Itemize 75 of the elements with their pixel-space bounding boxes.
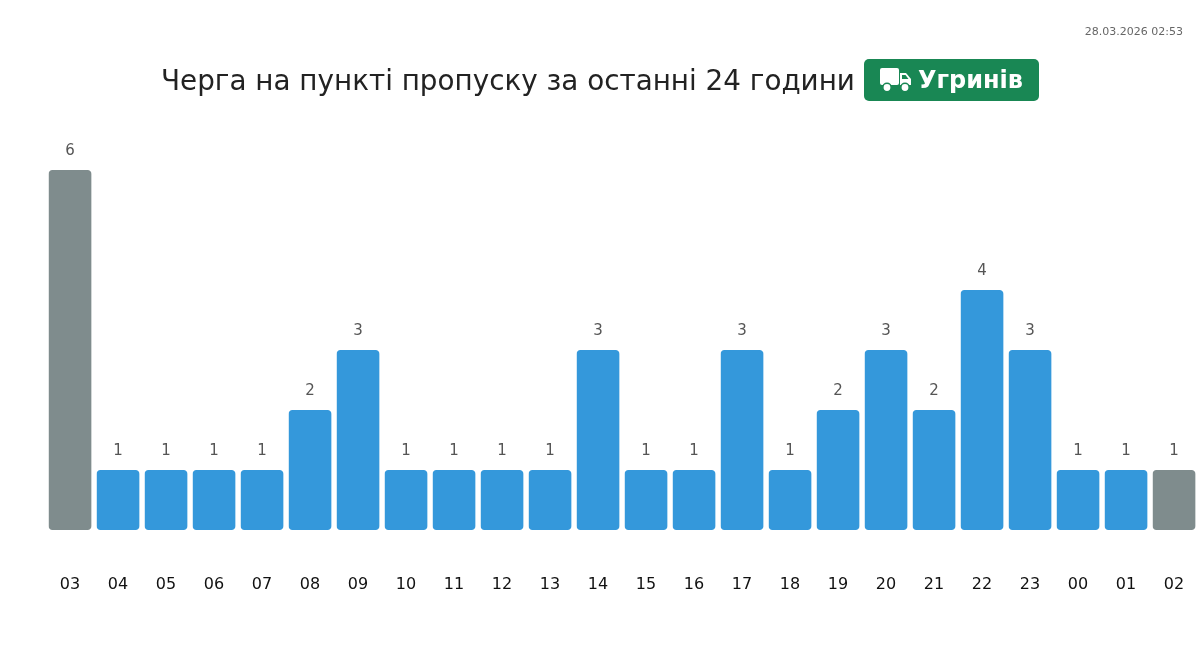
x-tick-label: 13 [539,573,561,593]
bar [192,470,236,530]
x-tick-label: 10 [395,573,417,593]
x-tick-label: 02 [1163,573,1185,593]
bar [1104,470,1148,530]
bar [96,470,140,530]
data-label: 3 [881,321,891,339]
x-tick-label: 14 [587,573,609,593]
x-tick-label: 17 [731,573,753,593]
bar [288,410,332,530]
x-tick-label: 15 [635,573,657,593]
bar [1152,470,1196,530]
bar [768,470,812,530]
bar [1056,470,1100,530]
x-tick-label: 11 [443,573,465,593]
bar [1008,350,1052,530]
bar [336,350,380,530]
x-tick-label: 16 [683,573,705,593]
bar [816,410,860,530]
data-label: 1 [641,441,651,459]
x-tick-label: 09 [347,573,369,593]
x-tick-label: 23 [1019,573,1041,593]
bar [384,470,428,530]
data-label: 1 [113,441,123,459]
x-tick-label: 04 [107,573,129,593]
x-tick-label: 01 [1115,573,1137,593]
data-label: 1 [449,441,459,459]
data-label: 3 [1025,321,1035,339]
data-label: 2 [833,381,843,399]
x-tick-label: 08 [299,573,321,593]
x-tick-label: 20 [875,573,897,593]
data-label: 2 [305,381,315,399]
x-tick-label: 21 [923,573,945,593]
data-label: 1 [209,441,219,459]
data-label: 1 [1073,441,1083,459]
data-label: 3 [593,321,603,339]
bar [864,350,908,530]
bar [528,470,572,530]
x-tick-label: 07 [251,573,273,593]
x-tick-label: 05 [155,573,177,593]
bar [720,350,764,530]
data-label: 6 [65,141,75,159]
bar [960,290,1004,530]
data-label: 1 [257,441,267,459]
x-tick-label: 22 [971,573,993,593]
chart-subtitle: Угринів [917,66,1023,94]
x-tick-label: 03 [59,573,81,593]
bar [912,410,956,530]
bar [672,470,716,530]
data-label: 2 [929,381,939,399]
data-label: 1 [161,441,171,459]
x-tick-label: 18 [779,573,801,593]
data-label: 3 [737,321,747,339]
bar [480,470,524,530]
data-label: 3 [353,321,363,339]
bar [144,470,188,530]
data-label: 1 [545,441,555,459]
x-tick-label: 00 [1067,573,1089,593]
x-tick-label: 19 [827,573,849,593]
data-label: 1 [785,441,795,459]
data-label: 1 [497,441,507,459]
x-tick-label: 06 [203,573,225,593]
data-label: 4 [977,261,987,279]
data-label: 1 [1121,441,1131,459]
text: 28.03.2026 02:53 [1084,25,1183,39]
bar [48,170,92,530]
data-label: 1 [689,441,699,459]
chart-title: Черга на пункті пропуску за останні 24 години [161,63,855,97]
data-label: 1 [1169,441,1179,459]
data-label: 1 [401,441,411,459]
bar [576,350,620,530]
bar [432,470,476,530]
bar [240,470,284,530]
x-tick-label: 12 [491,573,513,593]
bar [624,470,668,530]
